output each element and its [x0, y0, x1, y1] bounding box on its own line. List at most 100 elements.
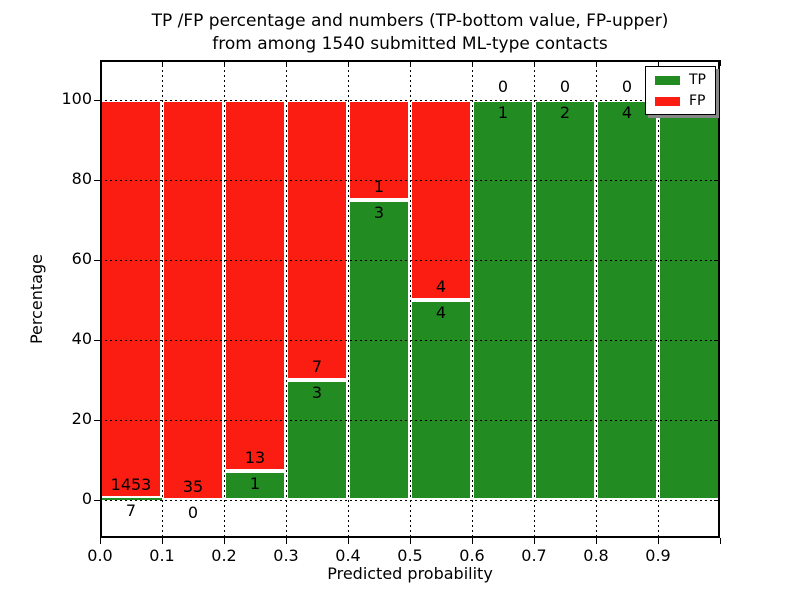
tp-bar-segment [286, 380, 348, 500]
fp-bar-segment [224, 100, 286, 472]
tp-count-label: 3 [311, 383, 323, 402]
x-tick-label: 0.3 [273, 546, 299, 565]
y-tick-left [94, 180, 100, 181]
horizontal-gridline [100, 340, 720, 341]
tp-count-label: 7 [125, 501, 137, 521]
y-tick-label: 100 [61, 89, 92, 108]
fp-count-label: 0 [621, 77, 633, 96]
fp-swatch-icon [655, 96, 680, 106]
tp-count-label: 1 [249, 474, 261, 494]
x-tick-top [658, 60, 659, 66]
tp-bar-segment [410, 300, 472, 500]
tp-bar-segment [100, 498, 162, 500]
vertical-gridline [286, 60, 287, 538]
tp-swatch-icon [655, 75, 680, 85]
x-tick-top [410, 60, 411, 66]
y-tick-label: 0 [81, 489, 92, 508]
fp-bar-segment [348, 100, 410, 200]
x-tick-bottom [348, 538, 349, 544]
x-tick-top [224, 60, 225, 66]
vertical-gridline [348, 60, 349, 538]
tp-count-label: 0 [187, 503, 199, 522]
x-tick-label: 0.5 [397, 546, 423, 565]
x-tick-top [162, 60, 163, 66]
y-tick-label: 80 [71, 169, 92, 188]
x-tick-bottom [100, 538, 101, 544]
x-tick-label: 0.2 [211, 546, 237, 565]
y-tick-left [94, 100, 100, 101]
tp-bar-segment [658, 100, 720, 500]
y-tick-left [94, 420, 100, 421]
chart-title-line1: TP /FP percentage and numbers (TP-bottom… [151, 11, 669, 31]
tp-bar-segment [534, 100, 596, 500]
fp-bar-segment [410, 100, 472, 300]
x-tick-top [286, 60, 287, 66]
fp-count-label: 1 [373, 177, 385, 196]
fp-count-label: 7 [311, 357, 323, 376]
x-tick-label: 0.9 [645, 546, 671, 565]
x-tick-bottom [224, 538, 225, 544]
x-axis-label: Predicted probability [327, 564, 493, 583]
fp-count-label: 35 [182, 477, 204, 496]
tp-count-label: 2 [559, 103, 571, 122]
x-tick-bottom [534, 538, 535, 544]
x-tick-bottom [658, 538, 659, 544]
y-tick-right [714, 180, 720, 181]
fp-count-label: 4 [435, 277, 447, 296]
x-tick-top [720, 60, 721, 66]
horizontal-gridline [100, 420, 720, 421]
x-tick-bottom [410, 538, 411, 544]
x-tick-bottom [720, 538, 721, 544]
fp-count-label: 13 [244, 448, 266, 468]
x-tick-label: 0.6 [459, 546, 485, 565]
x-tick-label: 0.7 [521, 546, 547, 565]
x-tick-bottom [286, 538, 287, 544]
horizontal-gridline [100, 260, 720, 261]
y-tick-left [94, 260, 100, 261]
x-tick-bottom [472, 538, 473, 544]
x-tick-bottom [162, 538, 163, 544]
legend: TP FP [645, 66, 716, 115]
tp-bar-segment [224, 471, 286, 500]
x-tick-label: 0.8 [583, 546, 609, 565]
x-tick-top [472, 60, 473, 66]
tp-bar-segment [348, 200, 410, 500]
vertical-gridline [596, 60, 597, 538]
x-tick-bottom [596, 538, 597, 544]
y-tick-label: 60 [71, 249, 92, 268]
legend-entry-tp: TP [655, 73, 706, 87]
fp-bar-segment [162, 100, 224, 500]
tp-count-label: 1 [497, 103, 509, 122]
fp-count-label: 1453 [110, 475, 152, 495]
vertical-gridline [658, 60, 659, 538]
y-tick-left [94, 340, 100, 341]
y-tick-right [714, 340, 720, 341]
vertical-gridline [410, 60, 411, 538]
vertical-gridline [472, 60, 473, 538]
horizontal-gridline [100, 500, 720, 501]
y-tick-right [714, 420, 720, 421]
x-tick-top [100, 60, 101, 66]
tp-bar-segment [472, 100, 534, 500]
tp-bar-segment [596, 100, 658, 500]
x-tick-label: 0.0 [87, 546, 113, 565]
vertical-gridline [224, 60, 225, 538]
fp-count-label: 0 [497, 77, 509, 96]
x-tick-top [348, 60, 349, 66]
y-tick-right [714, 260, 720, 261]
legend-label-tp: TP [689, 72, 706, 88]
y-axis-label: Percentage [27, 254, 46, 345]
tp-count-label: 4 [621, 103, 633, 122]
x-tick-label: 0.4 [335, 546, 361, 565]
vertical-gridline [162, 60, 163, 538]
y-tick-label: 20 [71, 409, 92, 428]
horizontal-gridline [100, 180, 720, 181]
x-tick-top [596, 60, 597, 66]
y-tick-right [714, 500, 720, 501]
tp-count-label: 3 [373, 203, 385, 222]
vertical-gridline [534, 60, 535, 538]
fp-bar-segment [286, 100, 348, 380]
tp-count-label: 4 [435, 303, 447, 322]
legend-entry-fp: FP [655, 94, 706, 108]
